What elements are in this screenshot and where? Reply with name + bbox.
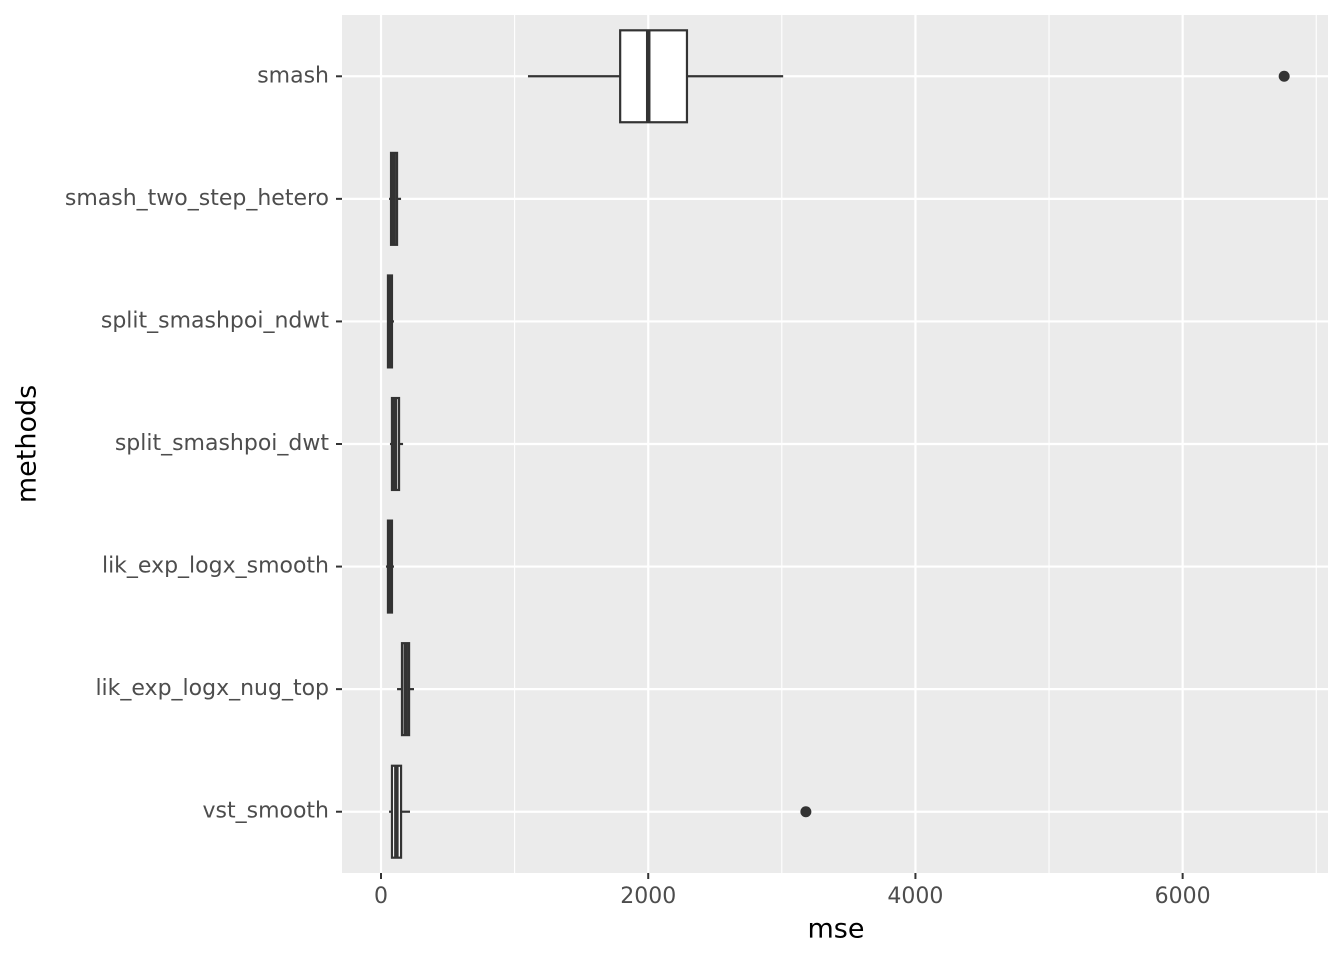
x-tick-label: 2000 (620, 884, 676, 909)
x-axis-title: mse (808, 914, 865, 945)
box (619, 29, 689, 124)
y-tick-label: smash_two_step_hetero (65, 186, 329, 211)
y-axis-title: methods (12, 385, 43, 503)
y-tick-label: lik_exp_logx_nug_top (95, 676, 329, 701)
x-tick-label: 4000 (887, 884, 943, 909)
outlier (1278, 70, 1290, 82)
x-tick-label: 6000 (1155, 884, 1211, 909)
y-tick-label: vst_smooth (203, 799, 330, 824)
y-tick-label: lik_exp_logx_smooth (102, 554, 329, 579)
y-tick-label: split_smashpoi_dwt (115, 431, 330, 456)
x-tick-label: 0 (374, 884, 388, 909)
outlier (800, 806, 812, 818)
y-tick-label: smash (257, 63, 329, 88)
y-tick-label: split_smashpoi_ndwt (101, 308, 329, 333)
